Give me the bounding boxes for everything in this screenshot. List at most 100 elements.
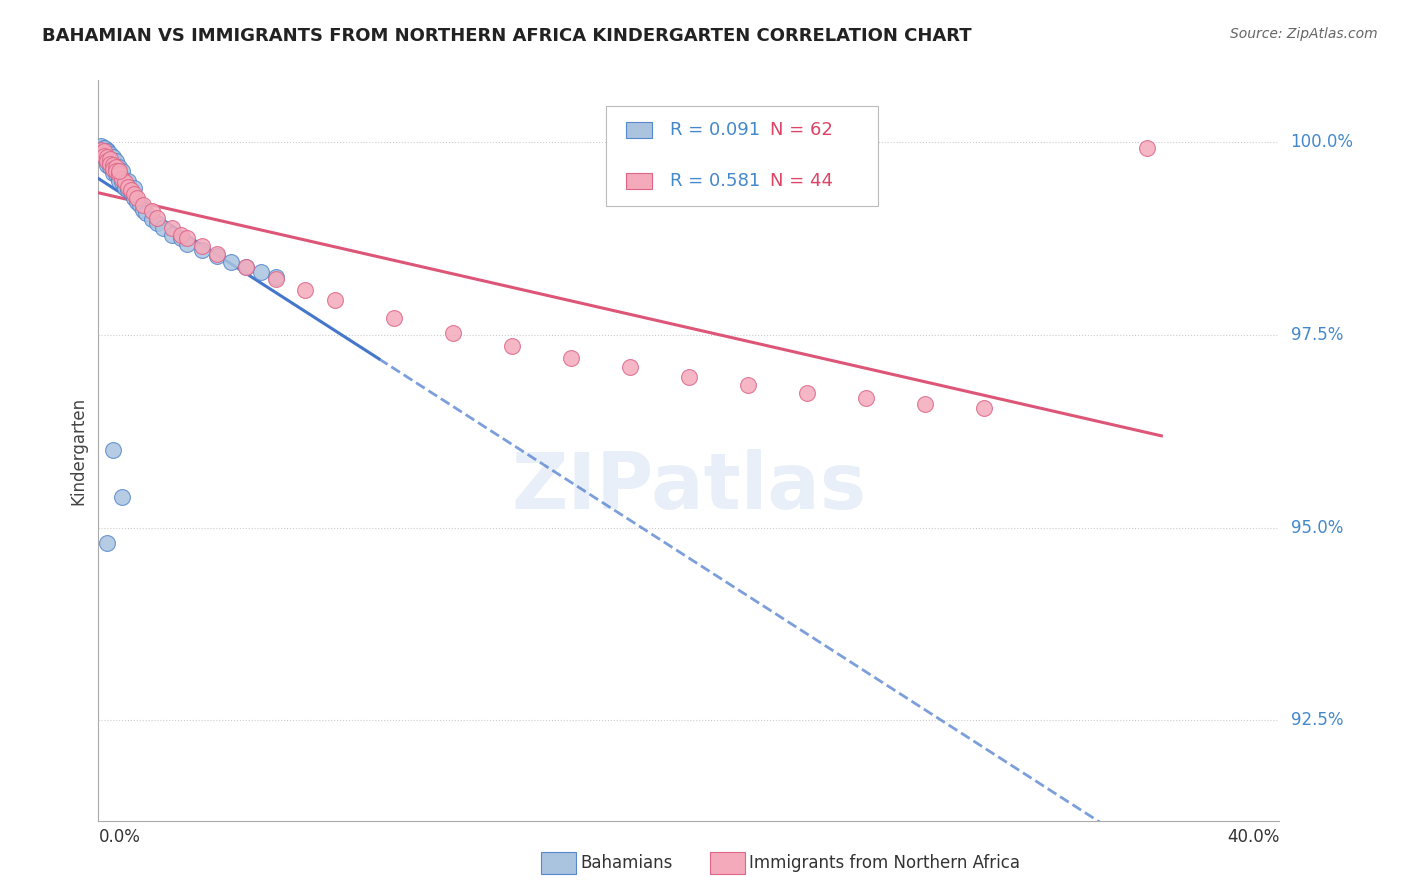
Point <box>96 145 118 159</box>
Point <box>737 378 759 392</box>
Point <box>235 260 257 274</box>
Point <box>96 150 118 164</box>
Text: 40.0%: 40.0% <box>1227 829 1279 847</box>
Point <box>98 149 121 163</box>
Point <box>1136 141 1159 155</box>
Point <box>98 152 121 166</box>
Point <box>103 443 125 458</box>
Point <box>93 141 115 155</box>
Point <box>96 154 118 169</box>
Text: ZIPatlas: ZIPatlas <box>512 450 866 525</box>
Text: R = 0.581: R = 0.581 <box>671 172 761 190</box>
Point <box>294 283 316 297</box>
Point <box>96 146 118 161</box>
Point <box>96 154 118 169</box>
Point <box>678 370 700 384</box>
Point <box>170 231 193 245</box>
Point <box>93 149 115 163</box>
Point <box>146 211 169 225</box>
Point <box>103 150 125 164</box>
Point <box>90 143 112 157</box>
Point <box>221 254 243 268</box>
Point <box>98 152 121 166</box>
Text: N = 62: N = 62 <box>770 121 834 139</box>
Text: R = 0.091: R = 0.091 <box>671 121 761 139</box>
Point <box>103 161 125 176</box>
Point <box>105 167 128 181</box>
Point <box>105 164 128 178</box>
Point <box>103 158 125 172</box>
Point <box>108 164 131 178</box>
Point <box>103 166 125 180</box>
Text: 0.0%: 0.0% <box>98 829 141 847</box>
Point <box>125 195 148 210</box>
Point <box>90 146 112 161</box>
Point <box>90 146 112 161</box>
Point <box>93 146 115 161</box>
Point <box>250 264 273 278</box>
Point <box>105 154 128 169</box>
Point <box>914 397 936 411</box>
Point <box>111 164 134 178</box>
Point <box>114 175 136 189</box>
Point <box>108 173 131 187</box>
Point <box>501 339 523 353</box>
Point <box>111 490 134 504</box>
Text: Bahamians: Bahamians <box>581 854 673 872</box>
Point <box>122 181 145 195</box>
Point <box>108 166 131 180</box>
Point <box>560 351 582 365</box>
Point <box>93 141 115 155</box>
Point <box>96 143 118 157</box>
Point <box>117 183 139 197</box>
Point <box>98 147 121 161</box>
Point <box>122 190 145 204</box>
Point <box>264 272 287 286</box>
Text: Immigrants from Northern Africa: Immigrants from Northern Africa <box>749 854 1021 872</box>
Point <box>105 160 128 174</box>
Point <box>93 145 115 159</box>
Point <box>132 198 155 212</box>
Point <box>141 212 163 227</box>
Point <box>93 150 115 164</box>
Point <box>125 190 148 204</box>
Point <box>855 391 877 405</box>
FancyBboxPatch shape <box>606 106 877 206</box>
Point <box>111 175 134 189</box>
Point <box>170 227 193 242</box>
Point <box>103 154 125 169</box>
Point <box>103 158 125 172</box>
Text: 97.5%: 97.5% <box>1291 326 1343 343</box>
Point <box>108 167 131 181</box>
Point <box>122 187 145 202</box>
Point <box>117 179 139 194</box>
Point <box>205 247 228 261</box>
Point <box>120 183 142 197</box>
Point <box>108 169 131 184</box>
Text: 95.0%: 95.0% <box>1291 518 1343 537</box>
Text: 100.0%: 100.0% <box>1291 133 1354 151</box>
Text: N = 44: N = 44 <box>770 172 834 190</box>
Point <box>132 202 155 217</box>
Y-axis label: Kindergarten: Kindergarten <box>69 396 87 505</box>
Point <box>111 169 134 184</box>
Text: 92.5%: 92.5% <box>1291 712 1343 730</box>
Point <box>96 150 118 164</box>
Point <box>128 198 150 212</box>
Point <box>90 138 112 153</box>
Point <box>796 385 818 400</box>
Point <box>191 243 214 257</box>
Point <box>93 145 115 159</box>
Point <box>141 204 163 219</box>
Point <box>105 160 128 174</box>
Point <box>117 173 139 187</box>
FancyBboxPatch shape <box>626 173 652 189</box>
Point <box>441 326 464 341</box>
Point <box>323 293 346 307</box>
Point <box>117 179 139 194</box>
Point <box>98 156 121 170</box>
Point <box>108 160 131 174</box>
Point <box>96 536 118 550</box>
Point <box>98 160 121 174</box>
Point <box>98 156 121 170</box>
